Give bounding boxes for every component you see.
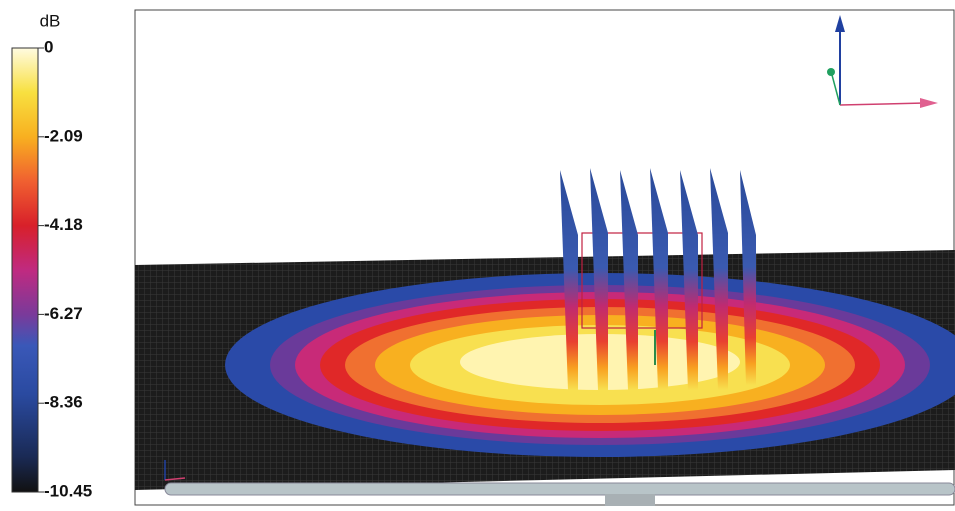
colorbar-tick-label: -10.45 [44,481,92,500]
support-post [605,494,655,506]
colorbar-tick-label: -4.18 [44,215,83,234]
antenna-array [560,168,756,390]
colorbar-tick-label: -6.27 [44,304,83,323]
colorbar-tick-label: 0 [44,37,53,56]
colorbar-unit: dB [40,11,61,30]
support-beam [164,482,955,496]
colorbar: dB 0 -2.09 -4.18 -6.27 -8.36 -10.45 [11,11,92,500]
field-pattern [225,273,955,457]
mini-triad [164,460,186,481]
axis-triad [827,15,938,108]
colorbar-tick-label: -2.09 [44,126,83,145]
colorbar-scale [11,47,39,493]
colorbar-tick-label: -8.36 [44,393,83,412]
